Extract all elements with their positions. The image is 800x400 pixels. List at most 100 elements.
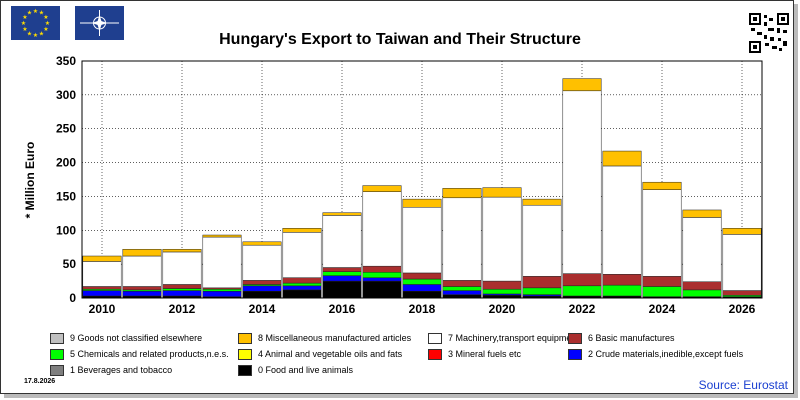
bar-segment (562, 90, 602, 274)
nato-flag-icon (75, 6, 124, 40)
eu-flag-icon: ★ ★ ★ ★ ★ ★ ★ ★ ★ ★ ★ ★ (11, 6, 60, 40)
plot-border (81, 60, 763, 299)
bar-segment (282, 289, 322, 299)
bar-segment (122, 290, 162, 297)
bar-segment (402, 278, 442, 285)
qr-code-icon (749, 13, 789, 53)
bar-segment (162, 290, 202, 297)
svg-text:★: ★ (39, 10, 44, 17)
bar-segment (362, 277, 402, 282)
bar-segment (362, 265, 402, 273)
bar-segment (642, 189, 682, 277)
bar-segment (82, 261, 122, 287)
bar-segment (402, 272, 442, 280)
bar-segment (202, 288, 242, 292)
bar-segment (322, 280, 362, 299)
bar-segment (442, 286, 482, 291)
svg-text:★: ★ (43, 14, 48, 21)
bar-segment (162, 251, 202, 285)
y-tick-label: 350 (56, 54, 76, 68)
bar-segment (642, 286, 682, 297)
bar-segment (322, 212, 362, 216)
bar-segment (242, 290, 282, 299)
bar-segment (722, 234, 762, 291)
bar-segment (482, 280, 522, 290)
bar-segment (282, 277, 322, 284)
svg-text:★: ★ (27, 10, 32, 17)
svg-text:★: ★ (43, 26, 48, 33)
bar-segment (402, 207, 442, 274)
bar-segment (562, 78, 602, 92)
x-tick-label: 2026 (729, 302, 756, 316)
svg-text:★: ★ (22, 14, 27, 21)
bar-segment (722, 228, 762, 235)
bar-segment (82, 290, 122, 297)
bar-segment (82, 286, 122, 290)
y-tick-label: 150 (56, 189, 76, 203)
bar-segment (322, 215, 362, 268)
bar-segment (362, 272, 402, 278)
bar-segment (522, 204, 562, 277)
svg-text:★: ★ (39, 30, 44, 37)
y-tick-label: 200 (56, 156, 76, 170)
bar-segment (122, 286, 162, 291)
svg-text:★: ★ (22, 26, 27, 33)
bar-segment (242, 241, 282, 246)
bar-segment (442, 290, 482, 295)
bar-segment (602, 284, 642, 297)
bar-segment (522, 276, 562, 289)
bar-segment (322, 267, 362, 272)
bar-segment (722, 290, 762, 296)
bar-segment (322, 275, 362, 282)
svg-text:★: ★ (21, 20, 26, 27)
bar-segment (282, 285, 322, 291)
bar-segment (402, 284, 442, 292)
bar-segment (682, 289, 722, 297)
bar-segment (442, 197, 482, 281)
y-tick-label: 300 (56, 88, 76, 102)
bar-segment (362, 191, 402, 267)
bar-segment (682, 217, 722, 282)
bar-segment (682, 281, 722, 291)
bar-segment (482, 187, 522, 198)
bar-segment (602, 150, 642, 167)
bar-segment (442, 280, 482, 287)
bar-segment (482, 288, 522, 295)
bar-segment (202, 234, 242, 238)
bar-segment (562, 285, 602, 297)
x-tick-label: 2024 (649, 302, 676, 316)
bar-segment (602, 165, 642, 275)
bar-segment (442, 294, 482, 299)
bar-segment (282, 228, 322, 233)
bar-segment (402, 290, 442, 299)
bar-segment (122, 255, 162, 287)
bar-segment (522, 198, 562, 206)
bar-segment (282, 232, 322, 278)
bar-segment (162, 284, 202, 289)
x-tick-label: 2022 (569, 302, 596, 316)
bar-segment (242, 244, 282, 281)
bar-segment (162, 288, 202, 291)
x-tick-label: 2018 (409, 302, 436, 316)
chart-title: Hungary's Export to Taiwan and Their Str… (219, 31, 581, 48)
y-tick-label: 100 (56, 223, 76, 237)
svg-text:★: ★ (33, 32, 38, 39)
y-tick-label: 250 (56, 122, 76, 136)
bar-segment (282, 282, 322, 287)
bar-segment (202, 290, 242, 297)
bar-segment (642, 181, 682, 190)
bar-segment (402, 198, 442, 208)
bar-segment (322, 271, 362, 276)
bar-segment (362, 185, 402, 192)
y-tick-label: 0 (69, 291, 76, 305)
bar-segment (122, 248, 162, 257)
bar-segment (482, 196, 522, 282)
bar-segment (362, 280, 402, 299)
bar-segment (522, 287, 562, 295)
svg-text:★: ★ (33, 8, 38, 15)
bar-segment (162, 248, 202, 253)
bar-segment (242, 280, 282, 285)
bar-segment (562, 273, 602, 287)
y-axis-label: * Million Euro (23, 142, 37, 219)
